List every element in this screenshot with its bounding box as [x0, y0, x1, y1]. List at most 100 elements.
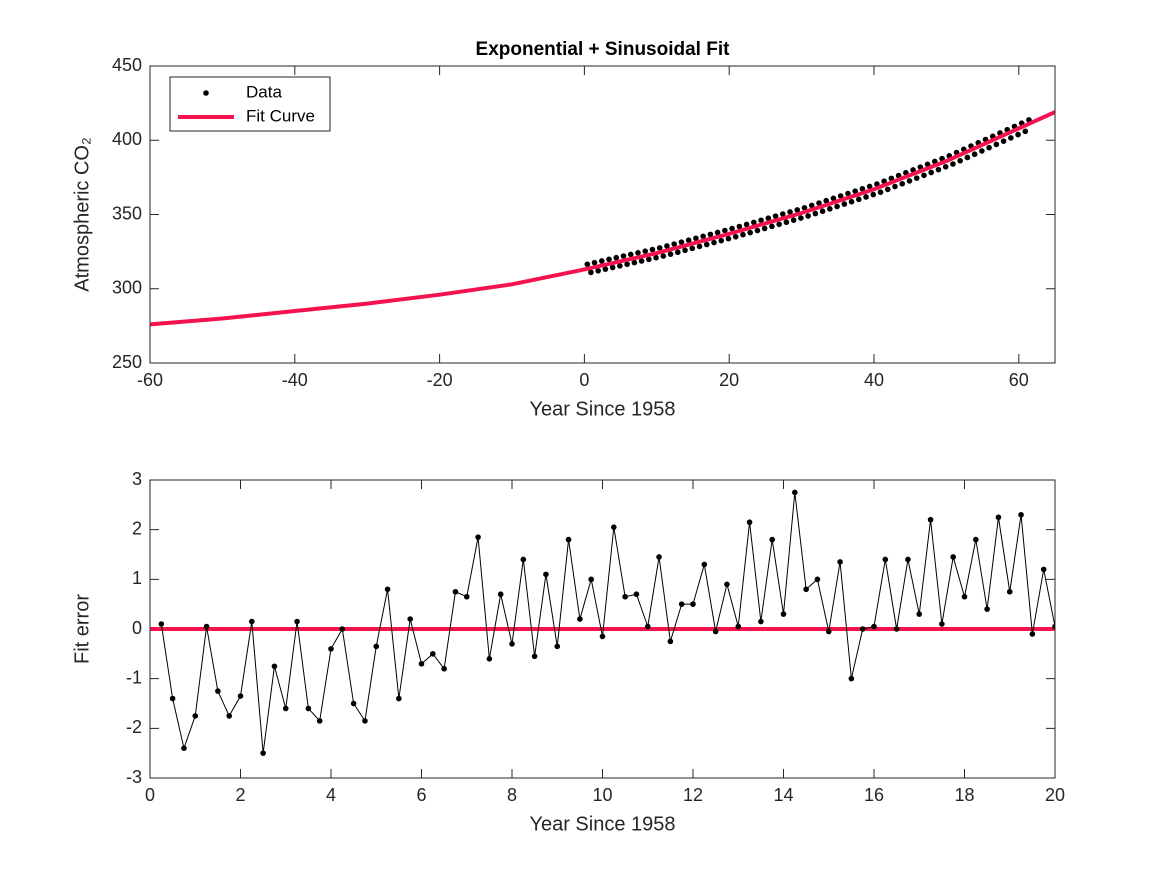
data-point	[294, 618, 300, 625]
data-point	[486, 656, 493, 662]
chart-title: Exponential + Sinusoidal Fit	[476, 39, 731, 60]
data-point	[362, 718, 368, 724]
data-point	[823, 197, 830, 204]
data-point	[732, 233, 739, 240]
data-point	[584, 261, 591, 268]
data-point	[893, 626, 900, 632]
data-point	[509, 641, 515, 647]
x-axis-label: Year Since 1958	[529, 398, 675, 420]
data-point	[803, 586, 809, 593]
y-tick-label: 0	[132, 618, 142, 638]
data-point	[565, 536, 572, 543]
data-point	[863, 194, 869, 200]
data-point	[1022, 128, 1029, 135]
data-point	[707, 231, 714, 238]
x-tick-label: 16	[864, 785, 884, 805]
data-point	[859, 626, 866, 632]
legend-label: Data	[246, 82, 282, 101]
data-point	[905, 556, 911, 563]
data-point	[845, 190, 851, 197]
data-point	[418, 660, 425, 667]
data-point	[899, 180, 906, 187]
data-point	[993, 141, 1000, 148]
data-point	[783, 219, 790, 226]
data-point	[646, 256, 652, 263]
data-point	[712, 628, 719, 635]
data-point	[1008, 135, 1014, 141]
data-point	[769, 536, 775, 543]
data-point	[660, 253, 667, 259]
data-point	[192, 713, 199, 719]
data-point	[866, 183, 873, 190]
data-point	[554, 643, 561, 650]
data-point	[787, 209, 793, 215]
data-point	[892, 183, 898, 190]
data-point	[282, 705, 289, 712]
data-point	[729, 225, 735, 232]
data-point	[682, 247, 688, 254]
data-point	[816, 200, 822, 206]
data-point	[1000, 138, 1007, 144]
data-point	[169, 695, 176, 702]
x-tick-label: 0	[579, 370, 589, 390]
data-point	[747, 229, 753, 236]
data-point	[700, 233, 706, 240]
data-point	[758, 217, 764, 224]
data-point	[649, 246, 656, 253]
data-point	[644, 623, 651, 630]
data-point	[957, 157, 963, 164]
data-point	[986, 144, 992, 151]
data-point	[827, 206, 833, 212]
data-point	[877, 189, 884, 196]
data-point	[671, 241, 677, 247]
data-point	[1040, 566, 1047, 573]
data-point	[805, 213, 811, 219]
data-point	[1018, 511, 1024, 518]
x-tick-label: 4	[326, 785, 336, 805]
data-point	[711, 239, 717, 246]
data-point	[808, 202, 815, 209]
data-point	[825, 628, 832, 635]
data-point	[751, 219, 757, 226]
data-point	[906, 178, 913, 184]
data-point	[598, 258, 605, 264]
data-point	[961, 593, 968, 600]
data-point	[441, 665, 447, 672]
x-tick-label: -40	[282, 370, 308, 390]
x-tick-label: -20	[427, 370, 453, 390]
data-point	[837, 559, 843, 565]
y-tick-label: 350	[112, 203, 142, 223]
x-tick-label: 12	[683, 785, 703, 805]
data-point	[882, 556, 889, 563]
y-tick-label: -1	[126, 667, 142, 687]
data-point	[407, 616, 413, 622]
data-point	[664, 243, 670, 249]
data-point	[543, 571, 549, 578]
data-point	[942, 164, 949, 170]
legend-swatch	[203, 90, 209, 96]
data-point	[1006, 588, 1013, 595]
x-tick-label: 0	[145, 785, 155, 805]
legend-box	[169, 76, 331, 132]
x-tick-label: 40	[864, 370, 884, 390]
data-point	[520, 556, 527, 563]
data-point	[606, 256, 612, 263]
data-point	[633, 591, 640, 598]
data-point	[736, 223, 743, 230]
y-tick-label: 300	[112, 278, 142, 298]
data-point	[776, 221, 782, 228]
data-point	[701, 561, 708, 568]
data-point	[740, 231, 746, 238]
data-point	[852, 188, 858, 194]
data-point	[1052, 623, 1055, 630]
x-axis-label: Year Since 1958	[529, 813, 675, 835]
data-point	[855, 196, 862, 203]
x-tick-label: -60	[137, 370, 163, 390]
data-point	[841, 201, 848, 207]
data-point	[497, 591, 504, 598]
data-point	[678, 239, 685, 245]
x-tick-label: 10	[592, 785, 612, 805]
data-point	[595, 267, 601, 274]
